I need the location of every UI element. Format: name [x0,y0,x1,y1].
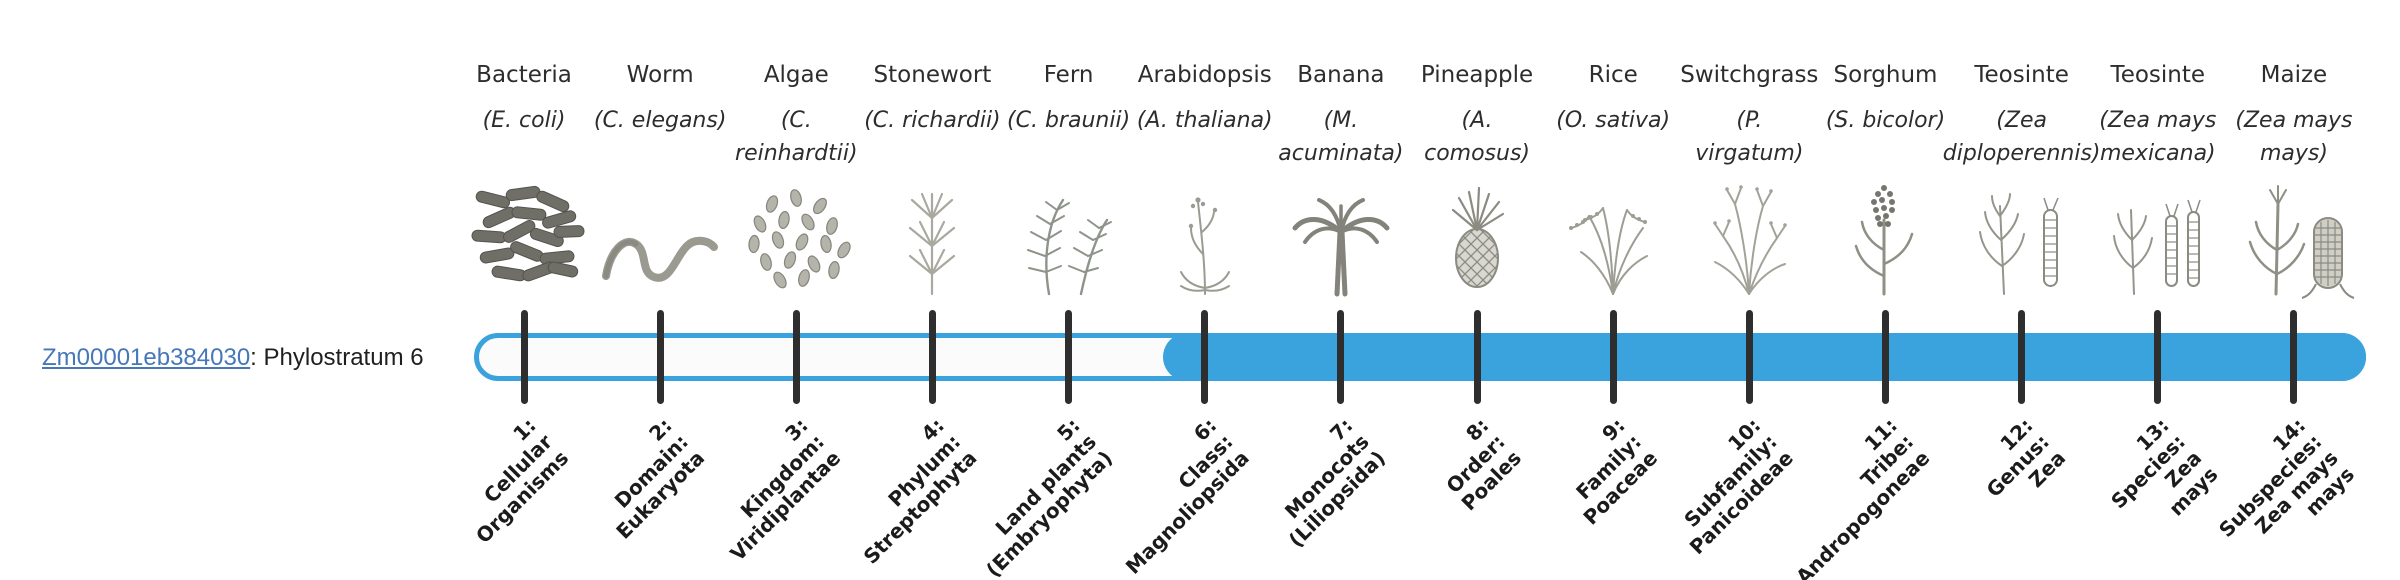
gene-label: Zm00001eb384030: Phylostratum 6 [42,344,424,372]
organism-column: Teosinte (Zea diploperennis) 12: Genus: … [1937,0,2107,580]
organism-latin-name: (A. thaliana) [1136,108,1273,133]
stratum-label-text: 4: Phylum: Streptophyta [858,413,982,569]
organism-common-name: Sorghum [1833,62,1938,88]
stratum-label-text: 7: Monocots (Liliopsida) [1279,413,1390,553]
organism-latin-name: (E. coli) [482,108,566,133]
organism-common-name: Worm [626,62,694,88]
phylostratum-text: : Phylostratum 6 [250,344,424,371]
organism-latin-name: (A. comosus) [1424,108,1530,166]
gene-id-link[interactable]: Zm00001eb384030 [42,344,251,371]
organism-column: Stonewort (C. richardii) 4: Phylum: Stre… [847,0,1017,580]
stratum-tick [1337,310,1345,404]
organism-latin-name: (M. acuminata) [1278,108,1404,166]
organism-latin-name: (Zea mays mexicana) [2099,108,2217,166]
organism-common-name: Pineapple [1420,62,1534,88]
banana-icon [1271,172,1411,302]
organism-latin-name: (Zea mays mays) [2235,108,2353,166]
organism-common-name: Maize [2260,62,2328,88]
stratum-tick [1745,310,1753,404]
stratum-label-text: 1: Cellular Organisms [470,413,573,548]
organism-common-name: Bacteria [476,62,572,88]
organism-latin-name: (O. sativa) [1556,108,1671,133]
organism-common-name: Banana [1297,62,1385,88]
stonewort-icon [862,172,1002,302]
algae-icon [726,172,866,302]
organism-column: Arabidopsis (A. thaliana) 6: Class: Magn… [1120,0,1290,580]
organism-latin-name: (C. braunii) [1007,108,1131,133]
organism-latin-name: (C. reinhardtii) [735,108,858,166]
organism-common-name: Teosinte [1974,62,2069,88]
stratum-tick [1882,310,1889,404]
organism-column: Worm (C. elegans) 2: Domain: Eukaryota [575,0,745,580]
pineapple-icon [1407,172,1547,302]
stratum-label-text: 8: Order: Poales [1441,413,1526,516]
organism-column: Maize (Zea mays mays) 14: Subspecies: Ze… [2209,0,2379,580]
organism-latin-name: (C. elegans) [593,108,727,133]
organism-column: Teosinte (Zea mays mexicana) 13: Species… [2073,0,2243,580]
organism-latin-name: (P. virgatum) [1695,108,1804,166]
stratum-tick [792,310,800,404]
teosinte-diploperennis-icon [1952,172,2092,302]
organism-column: Algae (C. reinhardtii) 3: Kingdom: Virid… [711,0,881,580]
organism-column: Bacteria (E. coli) 1: Cellular Organisms [439,0,609,580]
stratum-label-text: 12: Genus: Zea [1981,413,2071,502]
stratum-label-text: 13: Species: Zea mays [2106,413,2223,521]
organism-common-name: Fern [1043,62,1094,88]
sorghum-icon [1816,172,1956,302]
organism-common-name: Switchgrass [1680,62,1819,88]
organism-latin-name: (Zea diploperennis) [1942,108,2101,166]
organism-latin-name: (S. bicolor) [1825,108,1946,133]
bacteria-icon [454,172,594,302]
organism-common-name: Stonewort [873,62,992,88]
stratum-tick [928,310,936,404]
stratum-tick [2154,310,2162,404]
arabidopsis-icon [1135,172,1275,302]
stratum-label-text: 14: Subspecies: Zea mays mays [2214,413,2359,542]
organism-column: Switchgrass (P. virgatum) 10: Subfamily:… [1664,0,1834,580]
worm-icon [590,172,730,302]
stratum-tick [2290,310,2298,404]
phylostrata-fill [1162,333,2366,381]
rice-icon [1543,172,1683,302]
organism-column: Fern (C. braunii) 5: Land plants (Embryo… [981,0,1154,580]
organism-common-name: Arabidopsis [1137,62,1272,88]
organism-column: Sorghum (S. bicolor) 11: Tribe: Andropog… [1791,0,1971,580]
stratum-label-text: 9: Family: Poaceae [1571,413,1662,530]
organism-common-name: Teosinte [2110,62,2206,88]
stratum-tick [1065,310,1073,404]
stratum-label-text: 3: Kingdom: Viridiplantae [725,413,846,566]
stratum-tick [1609,310,1617,404]
switchgrass-icon [1679,172,1819,302]
organism-common-name: Rice [1588,62,1638,88]
stratum-tick [1473,310,1481,404]
stratum-tick [1201,310,1209,404]
organism-column: Rice (O. sativa) 9: Family: Poaceae [1528,0,1698,580]
organism-common-name: Algae [763,62,829,88]
fern-icon [999,172,1139,302]
stratum-label-text: 2: Domain: Eukaryota [609,413,709,544]
organism-column: Banana (M. acuminata) 7: Monocots (Lilio… [1256,0,1426,580]
stratum-tick [2018,310,2026,404]
stratum-tick [656,310,664,404]
teosinte-mexicana-icon [2088,172,2228,302]
organism-latin-name: (C. richardii) [864,108,1001,133]
organism-column: Pineapple (A. comosus) 8: Order: Poales [1392,0,1562,580]
maize-icon [2224,172,2364,302]
stratum-tick [520,310,528,404]
